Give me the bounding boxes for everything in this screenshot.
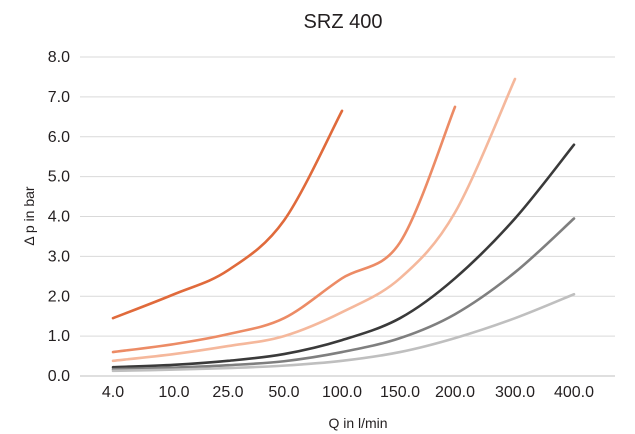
x-tick-label: 10.0 (158, 384, 189, 401)
y-tick-label: 3.0 (48, 248, 70, 265)
x-tick-label: 200.0 (435, 384, 475, 401)
y-tick-label: 6.0 (48, 129, 70, 146)
x-tick-labels: 4.0 10.0 25.0 50.0 100.0 150.0 200.0 300.0 400.0 (102, 384, 594, 401)
x-tick-label: 25.0 (212, 384, 243, 401)
series-line-6 (111, 292, 576, 373)
series-line-3 (111, 77, 517, 363)
y-tick-label: 8.0 (48, 49, 70, 66)
x-tick-label: 300.0 (495, 384, 535, 401)
y-tick-label: 2.0 (48, 288, 70, 305)
y-tick-label: 1.0 (48, 328, 70, 345)
x-tick-label: 50.0 (268, 384, 299, 401)
y-tick-label: 5.0 (48, 169, 70, 186)
grid-lines (80, 56, 615, 377)
chart-title: SRZ 400 (304, 11, 383, 33)
series-line-4 (111, 143, 576, 369)
x-axis-label: Q in l/min (328, 415, 387, 431)
y-tick-label: 4.0 (48, 209, 70, 226)
y-axis-label: Δ p in bar (21, 186, 37, 246)
x-tick-label: 150.0 (380, 384, 420, 401)
series-line-2 (111, 105, 457, 354)
series-line-1 (111, 109, 344, 320)
x-tick-label: 100.0 (322, 384, 362, 401)
series-line-5 (111, 217, 576, 371)
y-tick-labels: 0.0 1.0 2.0 3.0 4.0 5.0 6.0 7.0 8.0 (48, 49, 70, 385)
y-tick-label: 7.0 (48, 89, 70, 106)
x-tick-label: 4.0 (102, 384, 124, 401)
x-tick-label: 400.0 (554, 384, 594, 401)
series-lines (111, 77, 576, 373)
y-tick-label: 0.0 (48, 368, 70, 385)
